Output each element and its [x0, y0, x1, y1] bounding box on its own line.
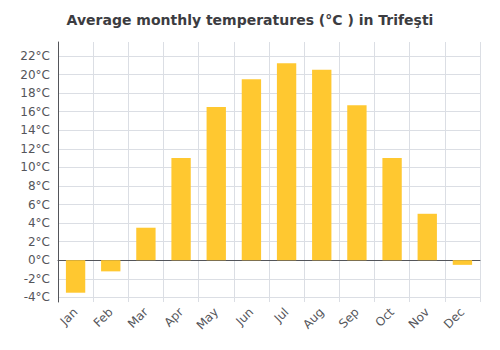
svg-text:Mar: Mar — [125, 305, 151, 331]
svg-text:10°C: 10°C — [20, 160, 50, 174]
svg-text:Oct: Oct — [372, 305, 397, 330]
svg-text:22°C: 22°C — [20, 49, 50, 63]
svg-text:May: May — [194, 305, 221, 332]
svg-text:4°C: 4°C — [28, 216, 50, 230]
svg-text:Dec: Dec — [441, 305, 467, 331]
svg-text:Jan: Jan — [57, 305, 81, 329]
svg-text:Nov: Nov — [406, 305, 432, 331]
svg-text:14°C: 14°C — [20, 123, 50, 137]
svg-text:20°C: 20°C — [20, 68, 50, 82]
svg-text:6°C: 6°C — [28, 198, 50, 212]
svg-text:Jul: Jul — [271, 305, 292, 326]
svg-text:2°C: 2°C — [28, 235, 50, 249]
svg-text:Jun: Jun — [233, 305, 257, 329]
svg-text:Aug: Aug — [300, 305, 326, 331]
svg-text:Apr: Apr — [161, 305, 186, 330]
svg-text:-4°C: -4°C — [24, 290, 50, 304]
svg-text:8°C: 8°C — [28, 179, 50, 193]
svg-text:16°C: 16°C — [20, 105, 50, 119]
svg-text:12°C: 12°C — [20, 142, 50, 156]
svg-text:Feb: Feb — [91, 305, 116, 330]
svg-text:18°C: 18°C — [20, 86, 50, 100]
svg-text:Average monthly temperatures (: Average monthly temperatures (°C ) in Tr… — [67, 12, 434, 28]
svg-text:0°C: 0°C — [28, 253, 50, 267]
svg-text:-2°C: -2°C — [24, 272, 50, 286]
svg-text:Sep: Sep — [336, 305, 362, 331]
